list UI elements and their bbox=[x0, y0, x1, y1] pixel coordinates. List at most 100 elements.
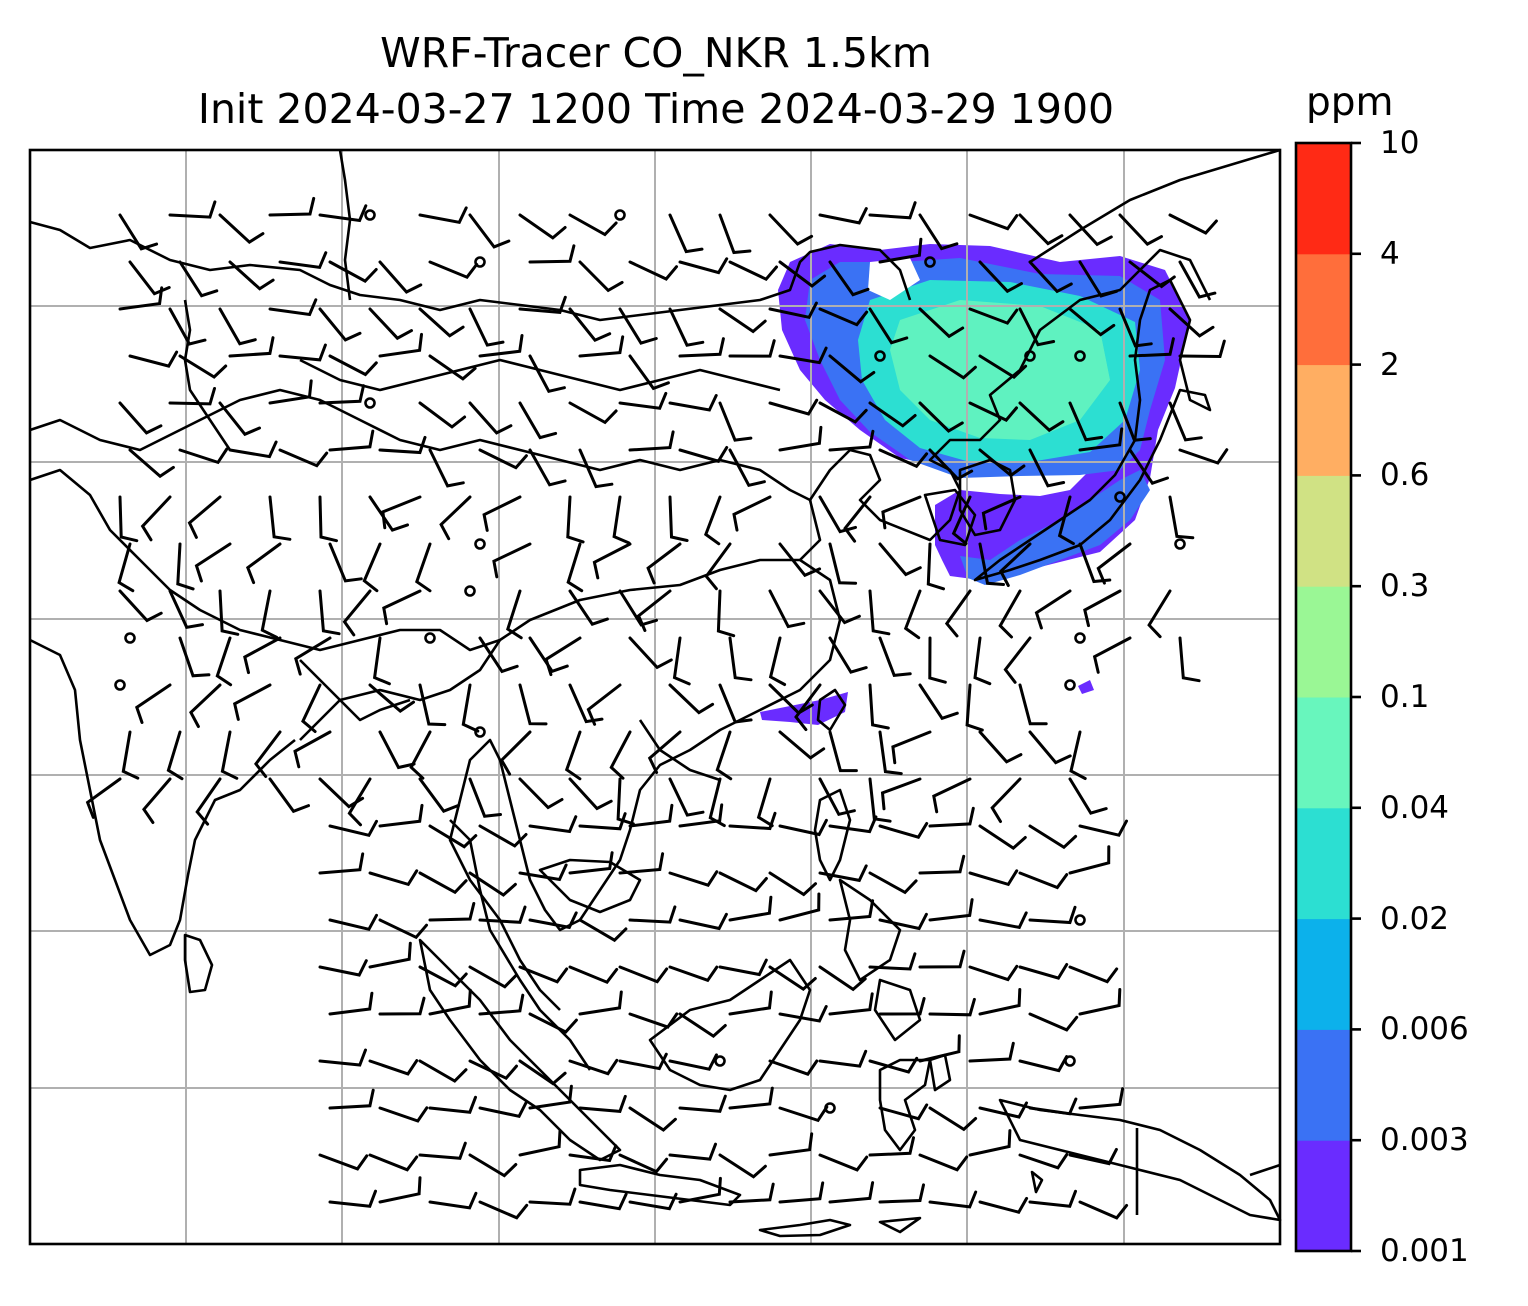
wind-barb bbox=[668, 307, 705, 347]
wind-barb bbox=[880, 777, 922, 811]
wind-barb bbox=[478, 448, 528, 470]
calm-circle bbox=[1114, 491, 1126, 503]
wind-barb bbox=[678, 257, 729, 275]
wind-barb bbox=[968, 213, 1019, 231]
wind-barb bbox=[618, 1052, 668, 1071]
wind-barb bbox=[178, 354, 228, 379]
wind-barb bbox=[232, 683, 272, 721]
calm-circle bbox=[924, 256, 936, 268]
wind-barb bbox=[478, 1100, 528, 1119]
wind-barb bbox=[142, 777, 172, 824]
wind-barb bbox=[178, 447, 229, 465]
calm-circle bbox=[464, 585, 476, 597]
wind-barb bbox=[418, 965, 468, 988]
wind-barb bbox=[1178, 260, 1217, 299]
map-gridlines bbox=[30, 150, 1280, 1244]
wind-barb bbox=[628, 1012, 679, 1029]
wind-barb bbox=[968, 1129, 1012, 1157]
wind-barb bbox=[768, 965, 817, 991]
wind-barb bbox=[347, 777, 372, 827]
wind-barb bbox=[1018, 871, 1069, 890]
wind-barb bbox=[578, 990, 623, 1016]
wind-barb bbox=[818, 965, 867, 992]
wind-barb bbox=[518, 1059, 567, 1086]
calm-circle bbox=[364, 397, 376, 409]
colorbar-tick-label: 0.04 bbox=[1380, 789, 1450, 826]
wind-barb bbox=[978, 354, 1028, 379]
wind-barb bbox=[768, 1059, 819, 1076]
wind-barb bbox=[868, 589, 891, 636]
wind-barb bbox=[778, 1005, 828, 1023]
wind-barb bbox=[978, 448, 1026, 478]
wind-barb bbox=[428, 354, 477, 381]
wind-barb bbox=[628, 260, 678, 281]
wind-barb bbox=[1096, 542, 1132, 585]
wind-barb bbox=[318, 589, 341, 636]
wind-barb bbox=[468, 401, 513, 435]
wind-barb bbox=[478, 993, 525, 1016]
wind-barb bbox=[647, 730, 682, 774]
wind-barb bbox=[1078, 1200, 1129, 1220]
wind-barb bbox=[468, 1153, 518, 1178]
wind-barb bbox=[1178, 636, 1201, 683]
wind-barb bbox=[128, 350, 179, 368]
wind-barb bbox=[968, 1041, 1015, 1063]
wind-barb bbox=[878, 997, 926, 1016]
wind-barb bbox=[628, 354, 670, 391]
wind-barb bbox=[828, 260, 870, 297]
wind-barb bbox=[328, 819, 378, 838]
wind-barb bbox=[668, 777, 705, 817]
wind-barb bbox=[528, 636, 569, 674]
wind-barb bbox=[218, 213, 265, 244]
wind-barb bbox=[708, 777, 726, 828]
wind-barb bbox=[918, 1153, 969, 1172]
wind-barb bbox=[1128, 448, 1169, 485]
wind-barb bbox=[1128, 260, 1176, 289]
wind-barb bbox=[492, 542, 532, 579]
wind-barb bbox=[1078, 988, 1122, 1016]
wind-barb bbox=[828, 542, 858, 585]
wind-barb bbox=[518, 213, 567, 240]
calm-circle bbox=[474, 256, 486, 268]
wind-barb bbox=[328, 354, 378, 377]
wind-barb bbox=[768, 1132, 814, 1157]
wind-barb bbox=[568, 589, 609, 626]
wind-barb bbox=[381, 495, 422, 530]
wind-barb bbox=[468, 965, 518, 989]
wind-barb bbox=[918, 683, 959, 721]
wind-barb bbox=[928, 997, 976, 1017]
wind-barb bbox=[121, 730, 140, 780]
wind-barb bbox=[868, 777, 892, 823]
wind-barb bbox=[318, 852, 365, 875]
map-title: WRF-Tracer CO_NKR 1.5km bbox=[380, 29, 932, 77]
wind-barb bbox=[418, 206, 468, 224]
wind-barb bbox=[668, 495, 689, 542]
wind-barb bbox=[1028, 1189, 1077, 1208]
wind-barb bbox=[187, 495, 222, 539]
wind-barb bbox=[918, 854, 966, 875]
wind-barb bbox=[528, 1084, 573, 1110]
wind-barb bbox=[168, 589, 204, 629]
wind-barb bbox=[368, 1153, 419, 1172]
wind-barb bbox=[318, 495, 338, 543]
colorbar-tick-label: 0.1 bbox=[1380, 679, 1430, 715]
wind-barb bbox=[468, 871, 517, 897]
wind-barb bbox=[578, 812, 627, 831]
wind-barb bbox=[318, 1048, 367, 1067]
wind-barb bbox=[628, 803, 674, 828]
wind-barb bbox=[482, 495, 522, 532]
wind-barb bbox=[215, 636, 233, 687]
wind-barb bbox=[568, 965, 619, 985]
wind-barb bbox=[176, 542, 195, 591]
wind-barb bbox=[668, 394, 718, 412]
wind-barb bbox=[778, 1181, 825, 1204]
wind-barb bbox=[828, 730, 858, 773]
wind-barb bbox=[128, 260, 171, 296]
wind-barb bbox=[778, 346, 828, 365]
wind-barb bbox=[268, 379, 313, 405]
wind-barb bbox=[728, 990, 773, 1016]
wind-barb bbox=[568, 683, 604, 724]
wind-barb bbox=[768, 213, 814, 246]
wind-barb bbox=[140, 495, 172, 542]
wind-barb bbox=[178, 636, 211, 678]
